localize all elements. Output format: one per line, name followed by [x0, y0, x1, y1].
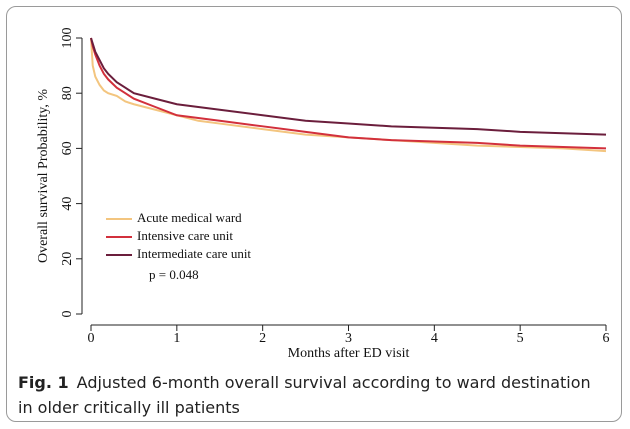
y-tick-label: 60 [60, 141, 75, 155]
legend-label: Acute medical ward [137, 210, 242, 225]
y-tick-label: 80 [60, 86, 75, 100]
caption-label: Fig. 1 [18, 373, 69, 392]
x-tick-label: 6 [603, 331, 610, 346]
caption-text: Adjusted 6-month overall survival accord… [18, 373, 591, 417]
survival-line [90, 37, 607, 136]
y-tick-label: 100 [60, 28, 75, 49]
x-tick-label: 1 [173, 331, 180, 346]
annotation: p = 0.048 [149, 267, 199, 282]
survival-line [90, 37, 607, 153]
y-tick-label: 0 [60, 311, 75, 318]
y-tick-label: 20 [60, 252, 75, 266]
legend-label: Intensive care unit [137, 228, 233, 243]
y-tick-label: 40 [60, 197, 75, 211]
survival-line [90, 37, 607, 150]
legend-label: Intermediate care unit [137, 246, 251, 261]
x-tick-label: 0 [88, 331, 95, 346]
x-axis-label: Months after ED visit [288, 346, 410, 361]
x-tick-label: 4 [431, 331, 438, 346]
figure-frame [6, 6, 622, 422]
y-axis-label: Overall survival Probability, % [36, 89, 51, 263]
x-tick-label: 3 [345, 331, 352, 346]
x-tick-label: 5 [517, 331, 524, 346]
caption: Fig. 1 Adjusted 6-month overall survival … [18, 370, 608, 420]
x-tick-label: 2 [259, 331, 266, 346]
chart: 0 20 40 60 80 100 0 1 2 3 4 5 6 Months after ED visit… [36, 28, 610, 362]
